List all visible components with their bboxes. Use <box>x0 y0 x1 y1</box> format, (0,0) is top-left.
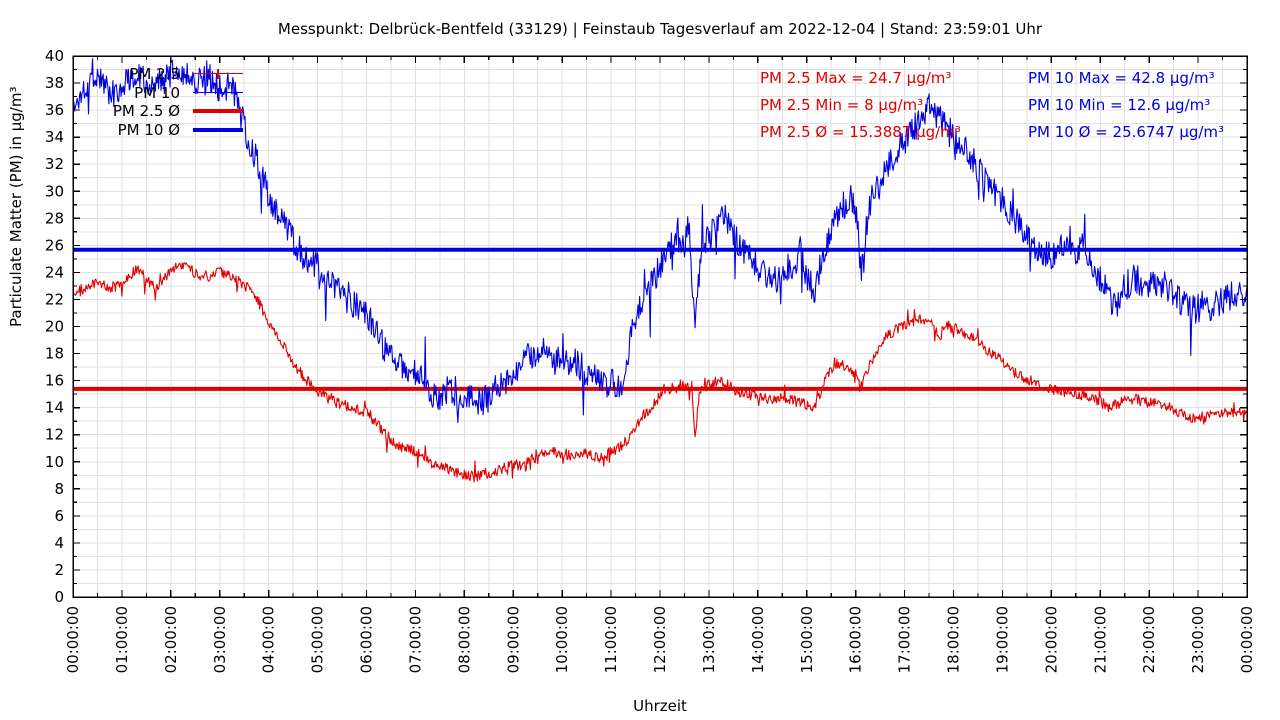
y-tick-label: 22 <box>45 290 64 308</box>
x-tick-label: 00:00:00 <box>64 606 82 673</box>
x-tick-label: 00:00:00 <box>1238 606 1256 673</box>
x-tick-label: 06:00:00 <box>358 606 376 673</box>
x-tick-label: 14:00:00 <box>749 606 767 673</box>
x-tick-label: 16:00:00 <box>847 606 865 673</box>
y-tick-label: 30 <box>45 182 64 200</box>
y-tick-label: 4 <box>54 534 64 552</box>
y-tick-label: 0 <box>54 588 64 606</box>
legend-line-midtick <box>217 69 219 79</box>
legend-line-swatch <box>193 109 243 113</box>
y-tick-label: 26 <box>45 236 64 254</box>
x-tick-label: 18:00:00 <box>945 606 963 673</box>
legend-line-midtick <box>217 88 219 98</box>
y-tick-label: 32 <box>45 155 64 173</box>
x-tick-label: 15:00:00 <box>798 606 816 673</box>
x-tick-label: 10:00:00 <box>553 606 571 673</box>
y-tick-label: 8 <box>54 480 64 498</box>
pm25-series-line <box>72 262 1248 483</box>
y-tick-label: 6 <box>54 507 64 525</box>
y-tick-label: 10 <box>45 453 64 471</box>
legend-sample-line-pm10-avg <box>193 121 243 139</box>
y-tick-label: 36 <box>45 101 64 119</box>
y-tick-label: 38 <box>45 74 64 92</box>
legend-line-swatch <box>193 128 243 132</box>
x-tick-label: 21:00:00 <box>1091 606 1109 673</box>
y-tick-label: 28 <box>45 209 64 227</box>
y-tick-label: 40 <box>45 47 64 65</box>
x-tick-label: 17:00:00 <box>896 606 914 673</box>
y-tick-label: 20 <box>45 318 64 336</box>
legend-sample-line-pm25-avg <box>193 102 243 120</box>
pm10-max-annotation: PM 10 Max = 42.8 µg/m³ <box>1028 69 1215 87</box>
y-tick-label: 18 <box>45 345 64 363</box>
chart-title: Messpunkt: Delbrück-Bentfeld (33129) | F… <box>277 20 1043 38</box>
x-tick-label: 09:00:00 <box>504 606 522 673</box>
y-tick-label: 16 <box>45 372 64 390</box>
x-tick-label: 07:00:00 <box>406 606 424 673</box>
x-tick-label: 13:00:00 <box>700 606 718 673</box>
x-tick-label: 22:00:00 <box>1140 606 1158 673</box>
x-tick-label: 20:00:00 <box>1042 606 1060 673</box>
pm10-avg-annotation: PM 10 Ø = 25.6747 µg/m³ <box>1028 123 1225 141</box>
x-tick-label: 19:00:00 <box>993 606 1011 673</box>
y-tick-label: 12 <box>45 426 64 444</box>
y-tick-label: 2 <box>54 561 64 579</box>
x-tick-label: 12:00:00 <box>651 606 669 673</box>
x-tick-label: 05:00:00 <box>309 606 327 673</box>
x-tick-label: 01:00:00 <box>113 606 131 673</box>
x-tick-label: 04:00:00 <box>260 606 278 673</box>
x-tick-label: 23:00:00 <box>1189 606 1207 673</box>
legend-sample-line-pm10 <box>193 84 243 102</box>
pm25-avg-annotation: PM 2.5 Ø = 15.3887 µg/m³ <box>760 123 961 141</box>
y-tick-label: 34 <box>45 128 64 146</box>
y-tick-label: 14 <box>45 399 64 417</box>
pm10-series-line <box>72 58 1248 424</box>
pm25-min-annotation: PM 2.5 Min = 8 µg/m³ <box>760 96 924 114</box>
x-axis-title: Uhrzeit <box>633 697 687 715</box>
pm25-max-annotation: PM 2.5 Max = 24.7 µg/m³ <box>760 69 952 87</box>
x-tick-label: 08:00:00 <box>455 606 473 673</box>
x-tick-label: 02:00:00 <box>162 606 180 673</box>
pm10-min-annotation: PM 10 Min = 12.6 µg/m³ <box>1028 96 1211 114</box>
legend-sample-line-pm25 <box>193 65 243 83</box>
x-tick-label: 11:00:00 <box>602 606 620 673</box>
x-tick-label: 03:00:00 <box>211 606 229 673</box>
y-tick-label: 24 <box>45 263 64 281</box>
